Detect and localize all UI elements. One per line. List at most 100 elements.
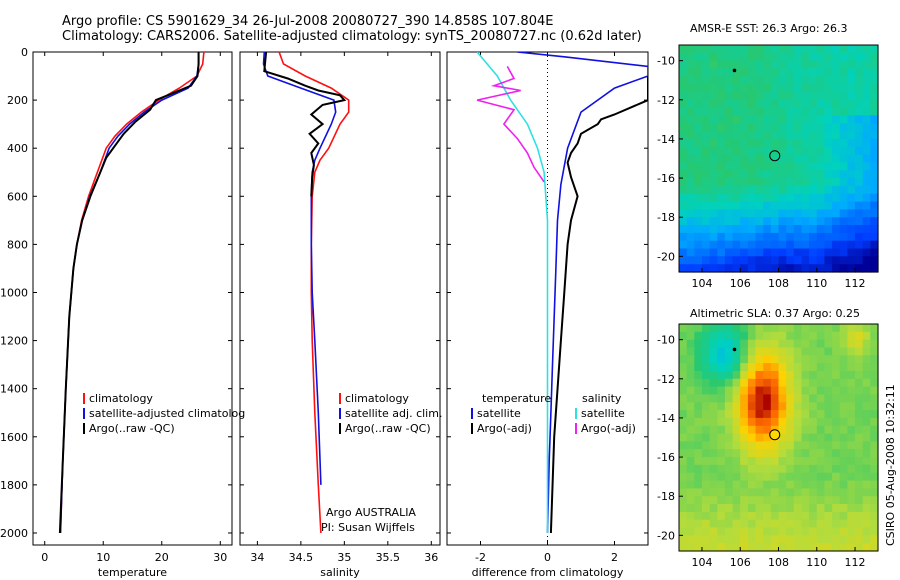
map-cell — [732, 371, 741, 380]
map-cell — [770, 76, 780, 85]
map-cell — [832, 425, 841, 435]
map-cell — [763, 511, 772, 521]
map-cell — [816, 256, 826, 265]
map-cell — [862, 76, 871, 85]
map-cell — [702, 371, 711, 380]
map-cell — [724, 240, 734, 250]
map-cell — [740, 45, 749, 54]
map-cell — [724, 99, 734, 109]
map-cell — [855, 472, 864, 482]
map-cell — [763, 185, 772, 195]
map-cell — [686, 264, 695, 273]
map-cell — [694, 162, 703, 171]
map-cell — [847, 449, 856, 458]
map-cell — [832, 386, 841, 395]
legend-diff-temp-label: satellite — [477, 407, 521, 420]
map-cell — [801, 68, 810, 77]
map-cell — [870, 378, 879, 388]
map-cell — [694, 449, 703, 458]
map-cell — [832, 154, 841, 163]
map-cell — [778, 60, 787, 70]
x-tick-label: 35.5 — [376, 551, 401, 564]
legend-diff-sal-label: Argo(-adj) — [581, 422, 636, 435]
map-cell — [832, 480, 841, 489]
map-x-tick-label: 108 — [768, 556, 789, 569]
map-cell — [724, 324, 734, 333]
map-cell — [747, 535, 757, 544]
map-cell — [763, 170, 772, 179]
map-cell — [763, 433, 772, 442]
map-cell — [832, 232, 841, 242]
map-cell — [824, 457, 833, 466]
map-cell — [755, 457, 764, 466]
map-cell — [786, 488, 795, 497]
map-cell — [679, 170, 688, 179]
map-cell — [824, 115, 833, 124]
map-cell — [786, 92, 795, 101]
map-cell — [755, 504, 764, 513]
map-cell — [740, 99, 749, 109]
map-cell — [847, 60, 856, 70]
map-cell — [809, 45, 818, 54]
x-tick-label: 34 — [250, 551, 264, 564]
map-cell — [747, 115, 757, 124]
map-cell — [839, 363, 848, 372]
map-cell — [839, 264, 848, 273]
map-cell — [870, 60, 879, 70]
x-tick-label: 0 — [41, 551, 48, 564]
figure-title-line1: Argo profile: CS 5901629_34 26-Jul-2008 … — [62, 14, 554, 29]
map-cell — [747, 84, 757, 93]
map-cell — [724, 264, 734, 273]
map-cell — [755, 433, 764, 442]
map-cell — [732, 162, 741, 171]
map-cell — [755, 138, 764, 148]
map-cell — [793, 52, 803, 62]
map-cell — [801, 331, 810, 341]
map-cell — [732, 472, 741, 482]
map-cell — [809, 417, 818, 427]
map-cell — [755, 417, 764, 427]
map-cell — [709, 217, 718, 226]
map-cell — [755, 527, 764, 536]
map-cell — [862, 535, 871, 544]
map-cell — [679, 99, 688, 109]
map-cell — [855, 433, 864, 442]
map-cell — [816, 355, 826, 364]
map-cell — [816, 248, 826, 257]
map-cell — [855, 355, 864, 364]
map-cell — [801, 60, 810, 70]
map-cell — [816, 472, 826, 482]
map-cell — [855, 60, 864, 70]
map-cell — [717, 480, 726, 489]
map-cell — [747, 339, 757, 349]
map-cell — [816, 519, 826, 529]
map-x-tick-label: 110 — [806, 277, 827, 290]
map-cell — [862, 324, 871, 333]
map-cell — [855, 185, 864, 195]
map-cell — [702, 441, 711, 450]
map-cell — [816, 154, 826, 163]
map-cell — [870, 131, 879, 140]
map-cell — [870, 84, 879, 93]
map-cell — [793, 433, 803, 442]
map-cell — [847, 331, 856, 341]
map-cell — [839, 324, 848, 333]
map-cell — [686, 162, 695, 171]
map-cell — [686, 504, 695, 513]
map-cell — [839, 378, 848, 388]
map-cell — [824, 386, 833, 395]
map-cell — [755, 363, 764, 372]
map-cell — [724, 511, 734, 521]
map-cell — [679, 45, 688, 54]
map-cell — [801, 417, 810, 427]
map-cell — [839, 433, 848, 442]
map-cell — [740, 402, 749, 411]
map-cell — [862, 201, 871, 210]
map-cell — [724, 371, 734, 380]
map-cell — [862, 123, 871, 132]
map-cell — [770, 45, 780, 54]
map-cell — [816, 146, 826, 156]
argo-institution-label: Argo AUSTRALIA — [326, 506, 416, 519]
map-cell — [770, 217, 780, 226]
map-cell — [786, 371, 795, 380]
